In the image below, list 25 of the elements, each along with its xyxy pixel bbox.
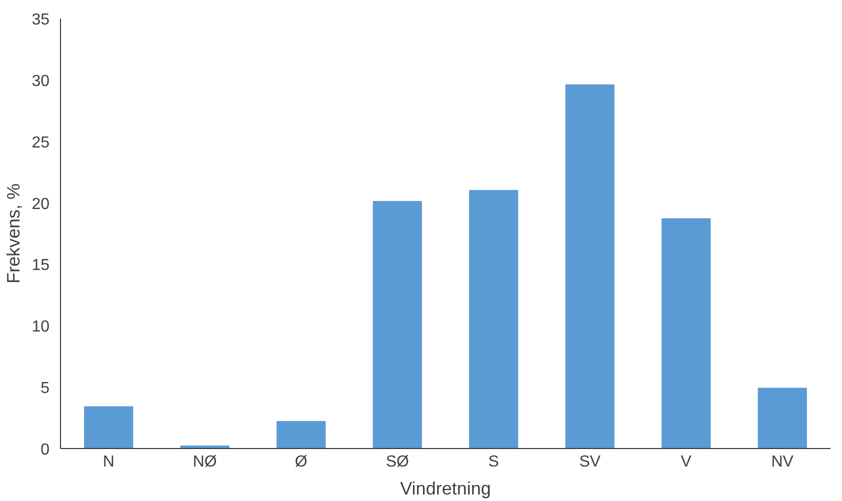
- y-tick-label: 35: [32, 12, 50, 28]
- x-tick-label: Ø: [294, 454, 308, 470]
- bar: [276, 420, 326, 448]
- bar: [662, 218, 711, 448]
- y-tick-label: 20: [32, 196, 50, 213]
- bar: [84, 406, 134, 448]
- x-tick-label: S: [488, 454, 499, 470]
- y-tick-label: 10: [32, 318, 50, 336]
- bar: [469, 190, 518, 448]
- bar: [372, 201, 422, 448]
- x-tick-label: SV: [579, 454, 601, 470]
- bar: [758, 388, 807, 448]
- x-tick-label: V: [680, 454, 692, 470]
- y-tick-label: 25: [32, 134, 50, 152]
- y-tick-label: 0: [40, 442, 50, 458]
- bar: [565, 84, 614, 448]
- y-tick-label: 15: [32, 257, 50, 274]
- x-axis-title: Vindretning: [400, 478, 491, 498]
- y-axis-title: Frekvens, %: [4, 183, 24, 284]
- y-tick-label: 5: [40, 380, 50, 398]
- x-tick-label: NV: [771, 454, 794, 470]
- y-tick-label: 30: [32, 72, 50, 90]
- x-tick-label: N: [102, 454, 114, 470]
- x-tick-label: NØ: [192, 454, 217, 470]
- x-tick-label: SØ: [386, 454, 409, 470]
